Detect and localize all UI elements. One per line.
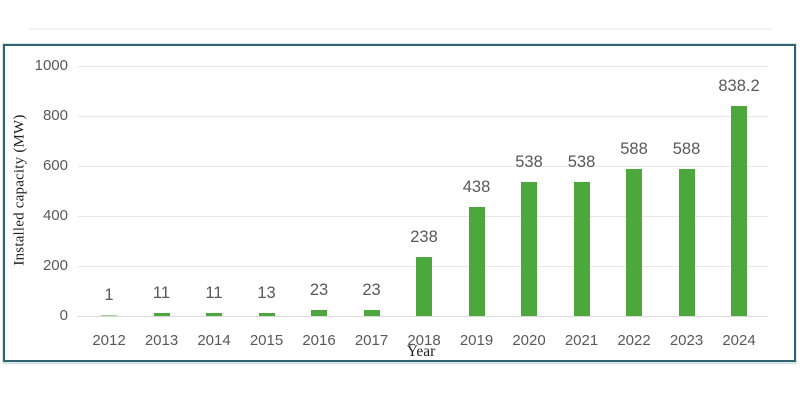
x-tick-label: 2016 xyxy=(302,332,336,349)
bar xyxy=(206,313,222,316)
x-tick-label: 2021 xyxy=(564,332,599,349)
x-tick-label: 2015 xyxy=(249,332,284,349)
x-tick-label: 2024 xyxy=(722,332,756,349)
bar-value-label: 23 xyxy=(309,281,329,300)
x-tick-label: 2020 xyxy=(512,332,546,349)
gridline xyxy=(78,116,768,117)
y-tick-label: 400 xyxy=(42,207,68,224)
bar xyxy=(468,206,485,316)
y-tick-label: 600 xyxy=(42,157,68,174)
gridline xyxy=(78,316,768,317)
bar-value-label: 538 xyxy=(567,152,596,171)
bar xyxy=(731,106,747,316)
y-tick-label: 1000 xyxy=(34,57,68,74)
x-tick-label: 2017 xyxy=(354,332,389,349)
bar xyxy=(626,169,642,316)
bar-value-label: 588 xyxy=(672,140,701,158)
gridline xyxy=(78,216,768,217)
gridline xyxy=(78,66,768,67)
x-tick-label: 2019 xyxy=(459,332,494,349)
y-tick-label: 800 xyxy=(42,107,68,124)
bar-value-label: 11 xyxy=(205,284,223,303)
bar-value-label: 23 xyxy=(362,281,381,300)
x-tick-label: 2023 xyxy=(669,332,704,349)
y-axis-title: Installed capacity (MW) xyxy=(11,114,28,266)
y-tick-label: 200 xyxy=(42,257,68,274)
bar xyxy=(521,181,537,316)
bar xyxy=(363,310,380,316)
x-tick-label: 2012 xyxy=(92,332,126,349)
bar-value-label: 538 xyxy=(515,152,543,171)
bar-value-label: 13 xyxy=(257,283,276,302)
top-divider-line xyxy=(30,28,772,30)
gridline xyxy=(78,166,768,167)
bar xyxy=(416,256,432,316)
bar-value-label: 238 xyxy=(410,227,438,246)
bar xyxy=(101,314,117,316)
bar-value-label: 438 xyxy=(462,177,491,196)
chart-frame: Installed capacity (MW) 0 200 400 600 800 100… xyxy=(3,44,796,362)
bar xyxy=(311,310,327,316)
x-tick-label: 2013 xyxy=(144,332,179,349)
x-axis-title: Year xyxy=(406,343,436,360)
x-tick-label: 2018 xyxy=(407,332,441,349)
x-tick-label: 2014 xyxy=(197,332,231,349)
bar xyxy=(258,312,275,316)
y-tick-label: 0 xyxy=(59,307,68,324)
bar-value-label: 838.2 xyxy=(718,77,760,96)
bar xyxy=(678,169,695,316)
bar-value-label: 588 xyxy=(620,140,648,158)
bar-value-label: 1 xyxy=(104,285,114,304)
x-tick-label: 2022 xyxy=(617,332,651,349)
bar-value-label: 11 xyxy=(152,284,171,303)
bar xyxy=(573,181,590,316)
bar xyxy=(153,313,170,316)
